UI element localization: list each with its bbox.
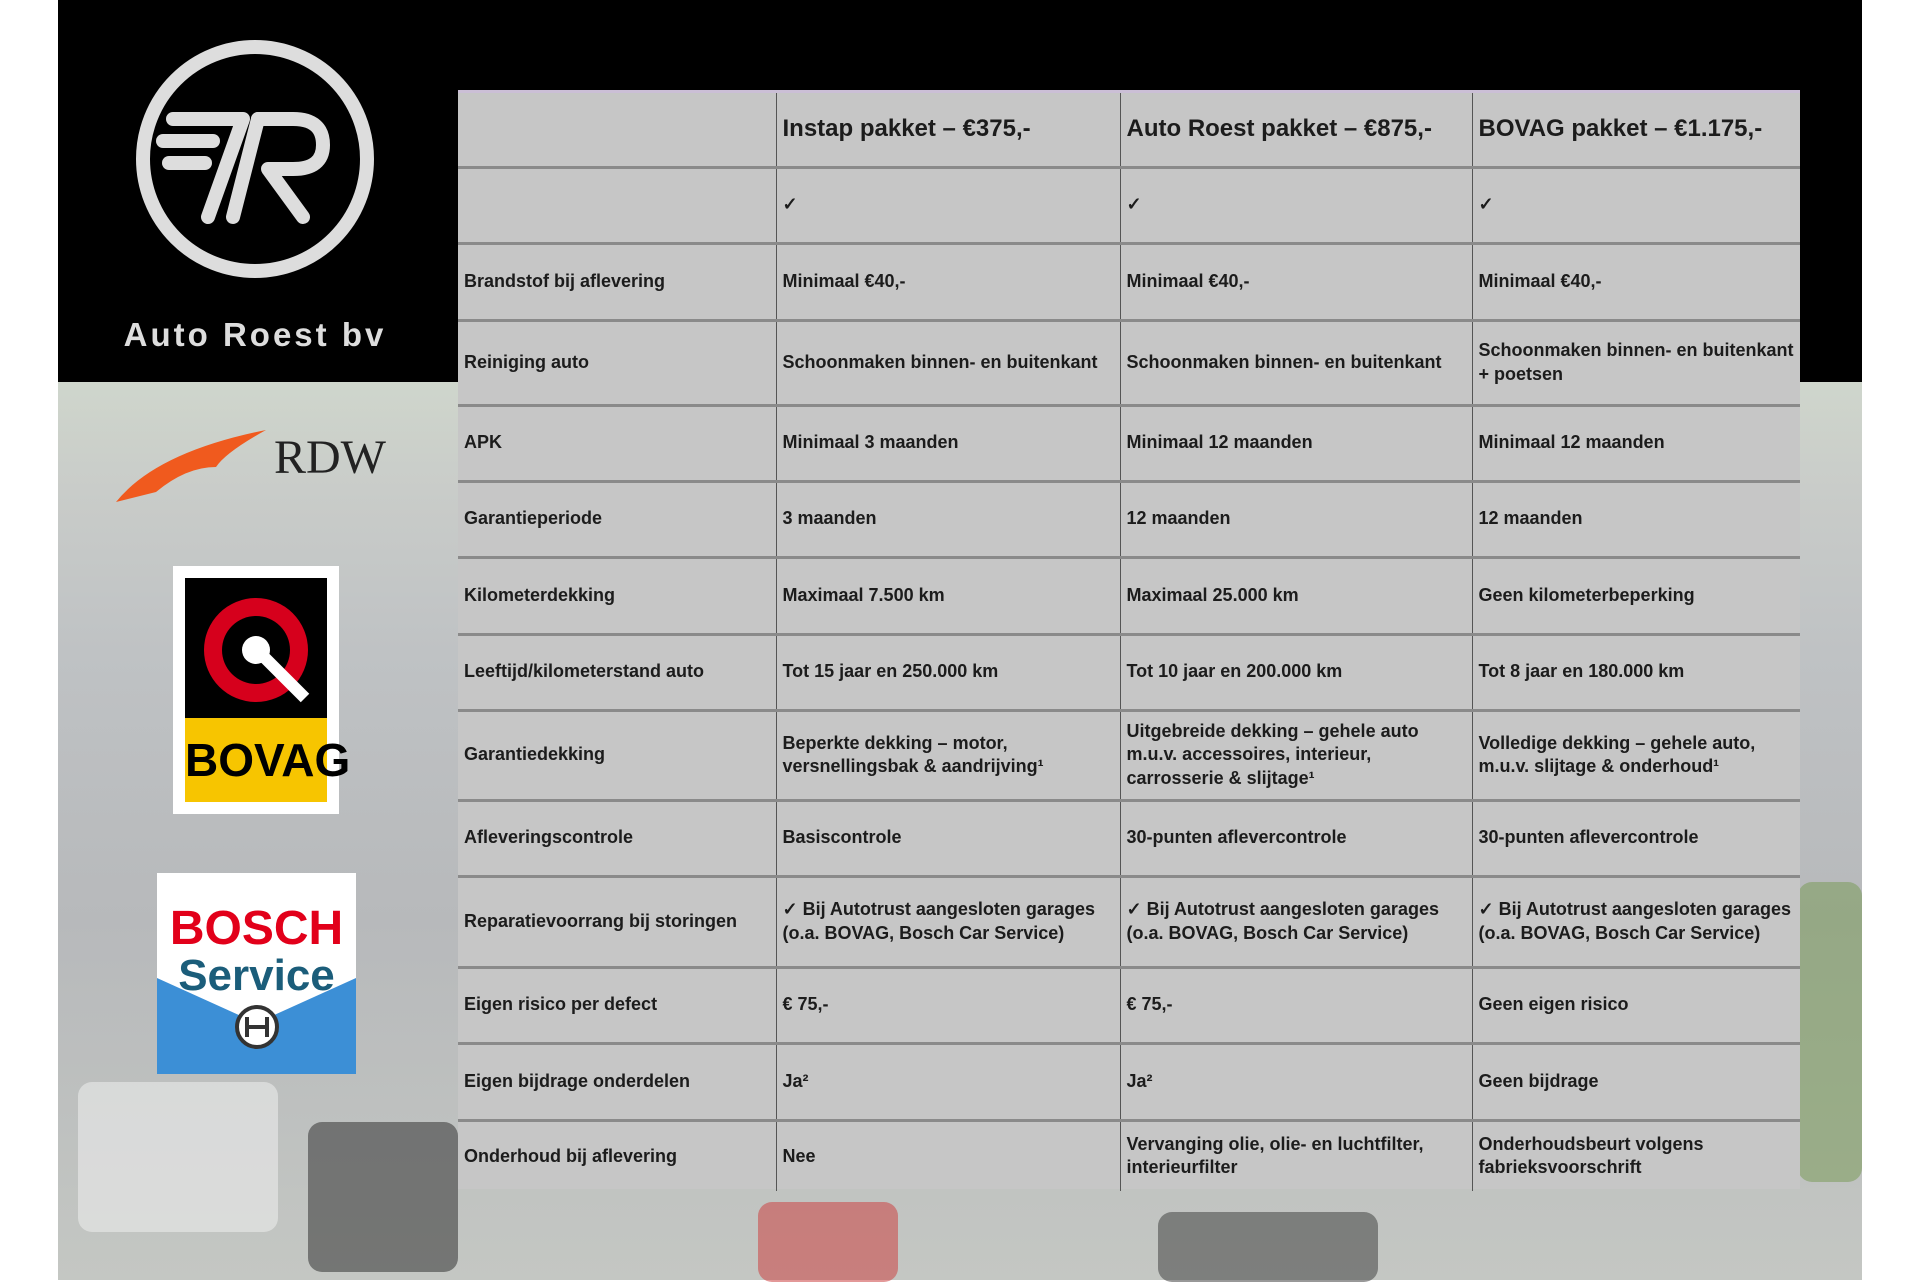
- cell-value: Geen bijdrage: [1472, 1043, 1800, 1122]
- row-label: Reiniging auto: [458, 320, 777, 407]
- cell-value: Schoonmaken binnen- en buitenkant: [1120, 320, 1473, 407]
- table-row: Leeftijd/kilometerstand auto Tot 15 jaar …: [458, 634, 1800, 712]
- cell-value: Ja²: [1120, 1043, 1473, 1122]
- table-row: Reiniging auto Schoonmaken binnen- en bui…: [458, 320, 1800, 407]
- cell-value: 30-punten aflevercontrole: [1120, 800, 1473, 878]
- cell-value: Basiscontrole: [776, 800, 1121, 878]
- cell-value: ✓: [1472, 167, 1800, 245]
- bovag-logo: BOVAG: [173, 566, 350, 814]
- table-row: Afleveringscontrole Basiscontrole 30-punte…: [458, 800, 1800, 878]
- row-label: Leeftijd/kilometerstand auto: [458, 634, 777, 712]
- cell-value: Geen kilometerbeperking: [1472, 557, 1800, 636]
- cell-value: Tot 10 jaar en 200.000 km: [1120, 634, 1473, 712]
- service-text: Service: [178, 951, 335, 1000]
- table-row: ✓ ✓ ✓: [458, 167, 1800, 245]
- bosch-armature-icon: [235, 1005, 279, 1049]
- header-cell: [458, 93, 777, 169]
- cell-value: Minimaal €40,-: [1120, 243, 1473, 322]
- cell-value: Geen eigen risico: [1472, 967, 1800, 1045]
- row-label: APK: [458, 405, 777, 483]
- table-row: Garantieperiode 3 maanden 12 maanden 12 maa…: [458, 481, 1800, 559]
- table-row: APK Minimaal 3 maanden Minimaal 12 maanden…: [458, 405, 1800, 483]
- cell-value: Onderhoudsbeurt volgens fabrieksvoorschr…: [1478, 1133, 1704, 1178]
- cell-value: Minimaal 3 maanden: [776, 405, 1121, 483]
- brand-name: Auto Roest bv: [123, 316, 387, 353]
- row-label: Eigen bijdrage onderdelen: [458, 1043, 777, 1122]
- cell-value: ✓: [776, 167, 1121, 245]
- rdw-logo: RDW: [116, 422, 398, 502]
- cell-value: 12 maanden: [1472, 481, 1800, 559]
- cell-value: Beperkte dekking – motor, versnellingsba…: [776, 710, 1121, 802]
- row-label: Reparatievoorrang bij storingen: [458, 876, 777, 969]
- row-label: Afleveringscontrole: [458, 800, 777, 878]
- cell-value: Minimaal 12 maanden: [1472, 405, 1800, 483]
- cell-value: Maximaal 25.000 km: [1120, 557, 1473, 636]
- header-instap: Instap pakket – €375,-: [776, 93, 1121, 169]
- table-row: Eigen risico per defect € 75,- € 75,- Geen …: [458, 967, 1800, 1045]
- cell-value: € 75,-: [1120, 967, 1473, 1045]
- row-label: Kilometerdekking: [458, 557, 777, 636]
- table-row: Onderhoud bij aflevering Nee Vervanging ol…: [458, 1120, 1800, 1191]
- bosch-service-logo: BOSCH Service: [157, 873, 356, 1074]
- cell-value: Vervanging olie, olie- en luchtfilter, i…: [1120, 1120, 1473, 1191]
- table-row: Brandstof bij aflevering Minimaal €40,- Mi…: [458, 243, 1800, 322]
- row-label: Brandstof bij aflevering: [458, 243, 777, 322]
- auto-roest-logo-icon: [136, 40, 374, 278]
- cell-value: Minimaal 12 maanden: [1120, 405, 1473, 483]
- cell-value: € 75,-: [776, 967, 1121, 1045]
- header-bovag: BOVAG pakket – €1.175,-: [1472, 93, 1800, 169]
- table-row: Reparatievoorrang bij storingen ✓ Bij Aut…: [458, 876, 1800, 969]
- cell-value: 3 maanden: [776, 481, 1121, 559]
- row-label: Garantiedekking: [458, 710, 777, 802]
- table-row: Garantiedekking Beperkte dekking – motor,…: [458, 710, 1800, 802]
- row-label: [458, 167, 777, 245]
- cell-value: Schoonmaken binnen- en buitenkant + poet…: [1472, 320, 1800, 407]
- cell-value: ✓ Bij Autotrust aangesloten garages (o.a…: [1472, 876, 1800, 969]
- cell-value: Minimaal €40,-: [776, 243, 1121, 322]
- cell-value: Volledige dekking – gehele auto, m.u.v. …: [1472, 710, 1800, 802]
- cell-value: Ja²: [776, 1043, 1121, 1122]
- cell-value: Nee: [776, 1120, 1121, 1191]
- cell-value: Tot 8 jaar en 180.000 km: [1472, 634, 1800, 712]
- header-auto-roest: Auto Roest pakket – €875,-: [1120, 93, 1473, 169]
- cell-value: Schoonmaken binnen- en buitenkant: [776, 320, 1121, 407]
- row-label: Eigen risico per defect: [458, 967, 777, 1045]
- cell-value: 30-punten aflevercontrole: [1472, 800, 1800, 878]
- bovag-emblem-icon: [204, 598, 310, 703]
- cell-value: ✓: [1120, 167, 1473, 245]
- rdw-wing-icon: [116, 430, 266, 502]
- cell-value: ✓ Bij Autotrust aangesloten garages (o.a…: [776, 876, 1121, 969]
- cell-value: ✓ Bij Autotrust aangesloten garages (o.a…: [1120, 876, 1473, 969]
- table-row: Kilometerdekking Maximaal 7.500 km Maximaa…: [458, 557, 1800, 636]
- cell-value: Maximaal 7.500 km: [776, 557, 1121, 636]
- bovag-text: BOVAG: [185, 718, 350, 802]
- bosch-text: BOSCH: [169, 902, 344, 955]
- table-header-row: Instap pakket – €375,- Auto Roest pakket…: [458, 93, 1800, 169]
- row-label: Onderhoud bij aflevering: [458, 1120, 777, 1191]
- cell-value: 12 maanden: [1120, 481, 1473, 559]
- cell-value: Uitgebreide dekking – gehele auto m.u.v.…: [1120, 710, 1473, 802]
- table-row: Eigen bijdrage onderdelen Ja² Ja² Geen bijd…: [458, 1043, 1800, 1122]
- package-comparison-table: Instap pakket – €375,- Auto Roest pakket…: [458, 90, 1800, 1191]
- row-label: Garantieperiode: [458, 481, 777, 559]
- rdw-text: RDW: [274, 431, 386, 484]
- cell-value: Tot 15 jaar en 250.000 km: [776, 634, 1121, 712]
- cell-value: Minimaal €40,-: [1472, 243, 1800, 322]
